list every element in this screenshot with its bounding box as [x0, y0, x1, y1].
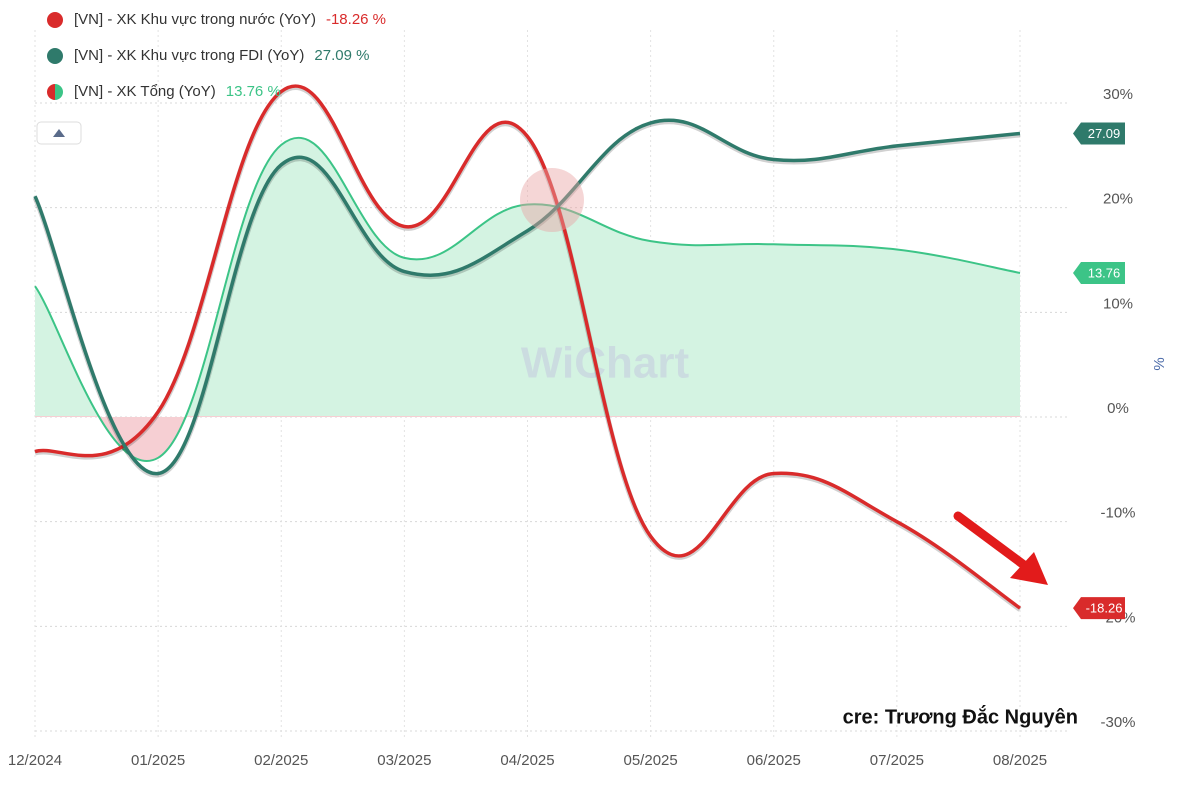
- legend-value: 27.09 %: [314, 47, 369, 64]
- end-tag: [1073, 597, 1125, 620]
- legend-marker: [47, 84, 55, 100]
- x-tick-label: 08/2025: [993, 752, 1047, 769]
- x-tick-label: 06/2025: [747, 752, 801, 769]
- x-tick-label: 12/2024: [8, 752, 62, 769]
- x-tick-label: 05/2025: [624, 752, 678, 769]
- x-tick-label: 01/2025: [131, 752, 185, 769]
- end-tag: [1073, 261, 1125, 284]
- lines: [32, 84, 1022, 612]
- legend-marker: [55, 84, 63, 100]
- legend-marker: [47, 12, 63, 28]
- legend-label: [VN] - XK Khu vực trong FDI (YoY): [74, 47, 304, 64]
- legend-label: [VN] - XK Tổng (YoY): [74, 83, 216, 100]
- hover-highlight: [520, 168, 584, 232]
- legend-value: 13.76 %: [226, 83, 281, 100]
- y-tick-label: -10%: [1100, 505, 1135, 522]
- y-tick-label: 10%: [1103, 295, 1133, 312]
- y-tick-label: 20%: [1103, 191, 1133, 208]
- legend: [VN] - XK Khu vực trong nước (YoY) -18.26…: [47, 11, 386, 100]
- annotation-arrow: [953, 511, 1048, 585]
- legend-label: [VN] - XK Khu vực trong nước (YoY): [74, 11, 316, 28]
- y-tick-label: 0%: [1107, 400, 1129, 417]
- y-axis-title: %: [1151, 357, 1168, 370]
- end-tag-label: -18.26: [1086, 601, 1123, 616]
- line: [33, 118, 1021, 476]
- legend-marker: [47, 48, 63, 64]
- x-tick-label: 02/2025: [254, 752, 308, 769]
- watermark: WiChart: [521, 339, 690, 388]
- x-tick-label: 07/2025: [870, 752, 924, 769]
- line: [34, 84, 1022, 610]
- end-tags: -18.26 27.09 13.76: [1073, 122, 1125, 620]
- x-tick-label: 04/2025: [500, 752, 554, 769]
- end-tag-label: 13.76: [1088, 265, 1121, 280]
- end-tag: [1073, 122, 1125, 145]
- y-tick-label: 30%: [1103, 86, 1133, 103]
- x-tick-label: 03/2025: [377, 752, 431, 769]
- credit: cre: Trương Đắc Nguyên: [843, 704, 1078, 728]
- legend-value: -18.26 %: [326, 11, 386, 28]
- line: [34, 136, 1021, 462]
- y-tick-label: -30%: [1100, 714, 1135, 731]
- end-tag-label: 27.09: [1088, 126, 1121, 141]
- area-positive: [35, 137, 1020, 416]
- toggle-button[interactable]: [36, 121, 82, 145]
